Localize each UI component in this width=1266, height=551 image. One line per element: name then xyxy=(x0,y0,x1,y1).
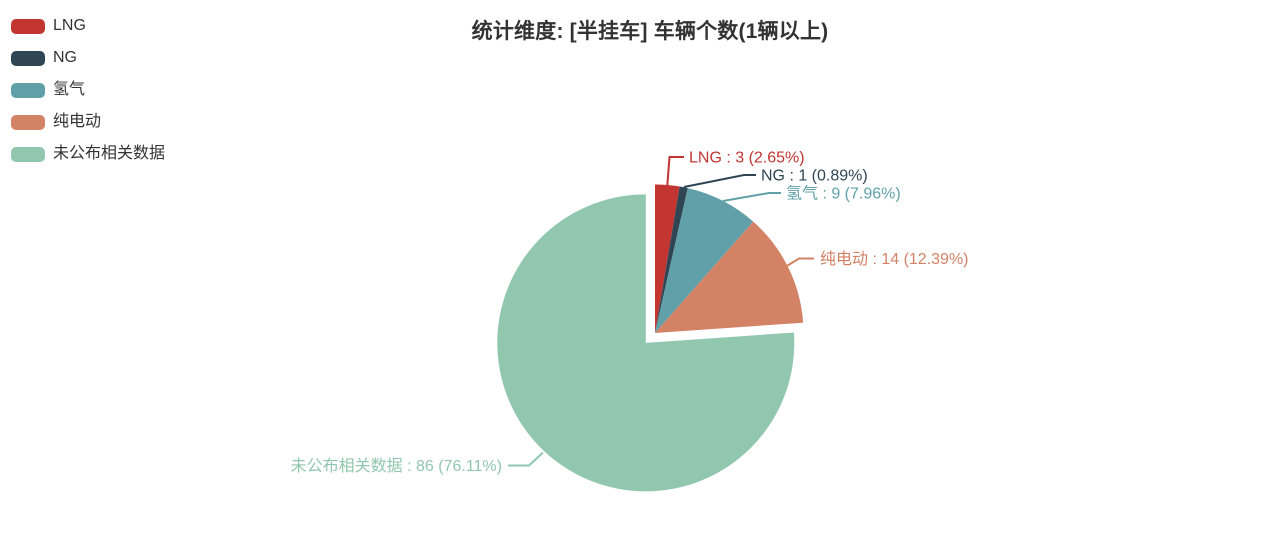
legend-label: 未公布相关数据 xyxy=(53,145,166,162)
legend-swatch-icon xyxy=(11,18,45,34)
legend-item-LNG[interactable]: LNG xyxy=(11,18,165,34)
label-leader-line-未公布相关数据 xyxy=(508,451,544,467)
pie-label-LNG: LNG : 3 (2.65%) xyxy=(689,150,805,167)
legend-item-NG[interactable]: NG xyxy=(11,50,165,66)
pie-label-NG: NG : 1 (0.89%) xyxy=(761,168,868,185)
legend-label: 氢气 xyxy=(53,81,86,98)
legend-swatch-icon xyxy=(11,82,45,98)
legend: LNG NG 氢气纯电动未公布相关数据 xyxy=(11,18,165,178)
legend-label: NG xyxy=(53,49,77,66)
pie-slice-氢气[interactable] xyxy=(655,188,754,333)
legend-item-未公布相关数据[interactable]: 未公布相关数据 xyxy=(11,146,165,162)
pie-slice-纯电动[interactable] xyxy=(655,221,804,333)
legend-swatch-icon xyxy=(11,50,45,66)
label-leader-line-纯电动 xyxy=(785,257,814,268)
pie-label-未公布相关数据: 未公布相关数据 : 86 (76.11%) xyxy=(291,457,502,475)
legend-label: 纯电动 xyxy=(53,113,102,130)
chart-title: 统计维度: [半挂车] 车辆个数(1辆以上) xyxy=(471,20,829,43)
pie-label-氢气: 氢气 : 9 (7.96%) xyxy=(786,185,901,203)
pie-slice-NG[interactable] xyxy=(655,186,688,333)
label-leader-line-氢气 xyxy=(722,192,781,202)
legend-item-纯电动[interactable]: 纯电动 xyxy=(11,114,165,130)
label-leader-line-LNG xyxy=(666,156,684,186)
pie-slice-LNG[interactable] xyxy=(655,184,680,334)
pie-label-纯电动: 纯电动 : 14 (12.39%) xyxy=(820,250,969,268)
pie-slice-未公布相关数据[interactable] xyxy=(497,194,795,492)
legend-swatch-icon xyxy=(11,114,45,130)
legend-item-氢气[interactable]: 氢气 xyxy=(11,82,165,98)
legend-swatch-icon xyxy=(11,146,45,162)
legend-label: LNG xyxy=(53,17,86,34)
label-leader-line-NG xyxy=(683,174,756,188)
